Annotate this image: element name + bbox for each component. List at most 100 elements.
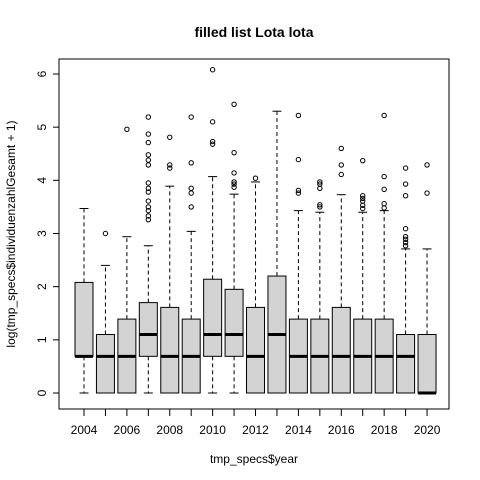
outlier-point [295, 187, 302, 194]
outlier-point [145, 185, 152, 192]
outlier-point [424, 190, 430, 196]
outlier-point [231, 149, 237, 156]
y-tick-label: 1 [35, 336, 49, 343]
boxes-layer [74, 67, 437, 395]
outlier-point [360, 198, 366, 204]
outlier-point [231, 181, 237, 187]
outlier-point [381, 173, 387, 180]
outlier-point [317, 202, 323, 208]
outlier-point [145, 157, 152, 163]
box-iqr [331, 306, 351, 394]
box-2013 [267, 110, 287, 394]
outlier-point [124, 126, 130, 132]
outlier-point [231, 179, 237, 185]
box-iqr [417, 334, 437, 394]
outlier-point [402, 226, 409, 232]
outlier-point [231, 170, 237, 176]
y-tick-label: 6 [35, 70, 49, 77]
outlier-point [145, 204, 152, 210]
outlier-point [317, 179, 323, 185]
box-2017 [353, 157, 373, 394]
outlier-point [295, 156, 302, 163]
chart-title: filled list Lota lota [194, 24, 313, 40]
box-2010 [203, 67, 223, 394]
outlier-point [381, 112, 387, 119]
outlier-point [145, 162, 152, 168]
x-tick-label: 2018 [371, 423, 398, 437]
outlier-point [145, 198, 152, 204]
x-tick-label: 2012 [242, 423, 269, 437]
x-tick-label: 2020 [414, 423, 441, 437]
outlier-point [167, 134, 173, 140]
outlier-point [252, 175, 259, 181]
box-2005 [95, 230, 115, 394]
box-iqr [246, 306, 266, 394]
outlier-point [209, 119, 216, 125]
y-axis-label: log(tmp_specs$individuenzahlGesamt + 1) [4, 120, 18, 347]
x-tick-label: 2016 [328, 423, 355, 437]
box-2014 [288, 112, 308, 394]
outlier-point [145, 114, 152, 120]
outlier-point [295, 190, 302, 196]
box-iqr [224, 288, 244, 357]
x-tick-label: 2014 [285, 423, 312, 437]
outlier-point [209, 141, 216, 147]
outlier-point [209, 138, 216, 145]
outlier-point [188, 114, 194, 120]
outlier-point [167, 165, 173, 171]
box-iqr [160, 306, 180, 394]
outlier-point [360, 193, 366, 199]
box-2011 [224, 101, 244, 394]
outlier-point [317, 181, 323, 187]
outlier-point [402, 239, 409, 246]
outlier-point [360, 157, 366, 164]
box-2018 [374, 112, 394, 394]
outlier-point [402, 193, 409, 199]
outlier-point [102, 230, 109, 237]
y-tick-label: 2 [35, 283, 49, 290]
outlier-point [145, 189, 152, 195]
x-tick-label: 2006 [114, 423, 141, 437]
outlier-point [231, 101, 237, 108]
box-iqr [95, 334, 115, 394]
outlier-point [145, 131, 152, 137]
x-tick-label: 2008 [156, 423, 183, 437]
x-tick-label: 2004 [71, 423, 98, 437]
outlier-point [381, 201, 387, 207]
outlier-point [424, 162, 430, 168]
box-2012 [246, 175, 266, 394]
outlier-point [381, 186, 387, 193]
outlier-point [360, 205, 366, 212]
box-2019 [396, 165, 416, 394]
y-tick-label: 4 [35, 177, 49, 184]
outlier-point [402, 165, 409, 171]
box-iqr [74, 281, 94, 357]
box-iqr [203, 278, 223, 357]
outlier-point [231, 184, 237, 190]
outlier-point [145, 180, 152, 186]
outlier-point [381, 205, 387, 211]
x-tick-label: 2010 [199, 423, 226, 437]
box-2020 [417, 162, 437, 395]
y-tick-label: 5 [35, 124, 49, 131]
outlier-point [188, 185, 194, 192]
outlier-point [145, 207, 152, 214]
outlier-point [317, 204, 323, 210]
outlier-point [360, 202, 366, 209]
box-iqr [138, 302, 158, 357]
box-2008 [160, 134, 180, 394]
box-2007 [138, 114, 158, 394]
outlier-point [338, 145, 344, 152]
box-2009 [181, 114, 201, 394]
outlier-point [338, 171, 344, 178]
outlier-point [209, 67, 216, 73]
outlier-point [188, 204, 194, 210]
box-2015 [310, 179, 330, 394]
box-2016 [331, 145, 351, 394]
y-tick-label: 0 [35, 389, 49, 396]
outlier-point [167, 162, 173, 168]
y-axis: 0 1 2 3 4 5 6 [35, 70, 60, 396]
outlier-point [402, 236, 409, 243]
outlier-point [402, 233, 409, 240]
